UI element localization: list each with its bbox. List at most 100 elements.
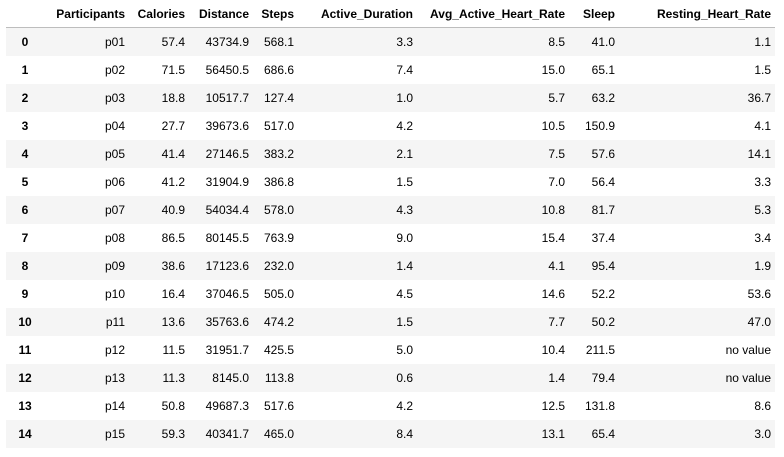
participants-cell: p06 xyxy=(104,175,125,189)
distance-header: Distance xyxy=(189,0,253,28)
steps-cell: 386.8 xyxy=(263,175,294,189)
header-row: Participants Calories Distance Steps Active_… xyxy=(6,0,775,28)
participants-cell: p11 xyxy=(105,315,125,329)
active-duration-cell: 1.4 xyxy=(396,259,413,273)
steps-cell: 127.4 xyxy=(263,91,294,105)
calories-cell: 57.4 xyxy=(161,35,185,49)
steps-cell: 517.6 xyxy=(263,399,294,413)
calories-cell: 27.7 xyxy=(161,119,185,133)
resting-heart-rate-cell: no value xyxy=(725,343,771,357)
avg-active-heart-rate-cell: 5.7 xyxy=(548,91,565,105)
calories-cell: 86.5 xyxy=(161,231,185,245)
calories-cell: 38.6 xyxy=(161,259,185,273)
steps-header: Steps xyxy=(253,0,298,28)
table-row: 2 p03 18.8 10517.7 127.4 1.0 5.7 63.2 36.7 xyxy=(6,84,775,112)
row-index: 9 xyxy=(21,287,29,301)
participants-cell: p02 xyxy=(104,63,125,77)
steps-cell: 425.5 xyxy=(263,343,294,357)
active-duration-cell: 1.0 xyxy=(396,91,413,105)
steps-cell: 763.9 xyxy=(263,231,294,245)
avg-active-heart-rate-cell: 10.8 xyxy=(541,203,565,217)
row-index: 14 xyxy=(18,427,32,441)
resting-heart-rate-cell: 8.6 xyxy=(754,399,771,413)
distance-cell: 54034.4 xyxy=(205,203,249,217)
active-duration-cell: 5.0 xyxy=(396,343,413,357)
resting-heart-rate-cell: 3.3 xyxy=(754,175,771,189)
avg-active-heart-rate-cell: 7.5 xyxy=(548,147,565,161)
table-body: 0 p01 57.4 43734.9 568.1 3.3 8.5 41.0 1.1 1 p02 71.… xyxy=(6,27,775,448)
distance-cell: 39673.6 xyxy=(205,119,249,133)
row-index: 6 xyxy=(21,203,29,217)
sleep-header: Sleep xyxy=(569,0,619,28)
participants-cell: p13 xyxy=(104,371,125,385)
calories-cell: 11.3 xyxy=(162,371,185,385)
distance-cell: 10517.7 xyxy=(205,91,249,105)
calories-cell: 41.2 xyxy=(161,175,185,189)
sleep-cell: 81.7 xyxy=(591,203,615,217)
table-row: 13 p14 50.8 49687.3 517.6 4.2 12.5 131.8 8.6 xyxy=(6,392,775,420)
distance-cell: 43734.9 xyxy=(205,35,249,49)
row-index: 10 xyxy=(18,315,32,329)
steps-cell: 578.0 xyxy=(263,203,294,217)
calories-cell: 59.3 xyxy=(161,427,185,441)
row-index: 12 xyxy=(18,371,32,385)
sleep-cell: 56.4 xyxy=(591,175,615,189)
table-row: 14 p15 59.3 40341.7 465.0 8.4 13.1 65.4 3.0 xyxy=(6,420,775,448)
sleep-cell: 57.6 xyxy=(591,147,615,161)
resting-heart-rate-cell: 53.6 xyxy=(747,287,771,301)
avg-active-heart-rate-cell: 8.5 xyxy=(548,35,565,49)
participants-cell: p07 xyxy=(104,203,125,217)
distance-cell: 31904.9 xyxy=(205,175,249,189)
calories-cell: 11.5 xyxy=(162,343,185,357)
avg-active-heart-rate-cell: 7.7 xyxy=(548,315,565,329)
table-row: 9 p10 16.4 37046.5 505.0 4.5 14.6 52.2 53.6 xyxy=(6,280,775,308)
calories-header: Calories xyxy=(129,0,189,28)
table-row: 5 p06 41.2 31904.9 386.8 1.5 7.0 56.4 3.3 xyxy=(6,168,775,196)
row-index: 3 xyxy=(21,119,29,133)
active-duration-cell: 7.4 xyxy=(396,63,413,77)
table-header: Participants Calories Distance Steps Active_… xyxy=(6,0,775,28)
avg-active-heart-rate-cell: 1.4 xyxy=(548,371,565,385)
participants-cell: p15 xyxy=(104,427,125,441)
active-duration-cell: 4.2 xyxy=(396,119,413,133)
active-duration-cell: 9.0 xyxy=(396,231,413,245)
resting-heart-rate-cell: 3.0 xyxy=(754,427,771,441)
steps-cell: 465.0 xyxy=(263,427,294,441)
resting-heart-rate-cell: 36.7 xyxy=(747,91,771,105)
active-duration-cell: 4.2 xyxy=(396,399,413,413)
active-duration-cell: 1.5 xyxy=(396,175,413,189)
steps-cell: 568.1 xyxy=(263,35,294,49)
table-row: 6 p07 40.9 54034.4 578.0 4.3 10.8 81.7 5.3 xyxy=(6,196,775,224)
active-duration-cell: 4.5 xyxy=(396,287,413,301)
steps-cell: 474.2 xyxy=(263,315,294,329)
resting-heart-rate-cell: 1.5 xyxy=(754,63,771,77)
steps-cell: 686.6 xyxy=(263,63,294,77)
active-duration-cell: 2.1 xyxy=(396,147,413,161)
row-index: 4 xyxy=(21,147,29,161)
avg-active-heart-rate-cell: 14.6 xyxy=(541,287,565,301)
sleep-cell: 65.4 xyxy=(591,427,615,441)
table-row: 10 p11 13.6 35763.6 474.2 1.5 7.7 50.2 47.0 xyxy=(6,308,775,336)
sleep-cell: 63.2 xyxy=(591,91,615,105)
calories-cell: 41.4 xyxy=(161,147,185,161)
resting-heart-rate-cell: 1.9 xyxy=(754,259,771,273)
calories-cell: 40.9 xyxy=(161,203,185,217)
avg-active-heart-rate-cell: 15.0 xyxy=(541,63,565,77)
avg-active-heart-rate-cell: 7.0 xyxy=(548,175,565,189)
distance-cell: 49687.3 xyxy=(205,399,249,413)
row-index: 13 xyxy=(18,399,32,413)
dataframe-table: Participants Calories Distance Steps Active_… xyxy=(6,0,775,448)
distance-cell: 40341.7 xyxy=(205,427,249,441)
avg-active-heart-rate-cell: 10.4 xyxy=(541,343,565,357)
sleep-cell: 41.0 xyxy=(591,35,615,49)
distance-cell: 27146.5 xyxy=(205,147,249,161)
resting-heart-rate-cell: 1.1 xyxy=(754,35,771,49)
steps-cell: 232.0 xyxy=(263,259,294,273)
table-row: 12 p13 11.3 8145.0 113.8 0.6 1.4 79.4 no value xyxy=(6,364,775,392)
resting-heart-rate-cell: 14.1 xyxy=(747,147,771,161)
participants-header: Participants xyxy=(44,0,129,28)
distance-cell: 37046.5 xyxy=(205,287,249,301)
sleep-cell: 150.9 xyxy=(584,119,615,133)
avg-active-heart-rate-header: Avg_Active_Heart_Rate xyxy=(417,0,569,28)
